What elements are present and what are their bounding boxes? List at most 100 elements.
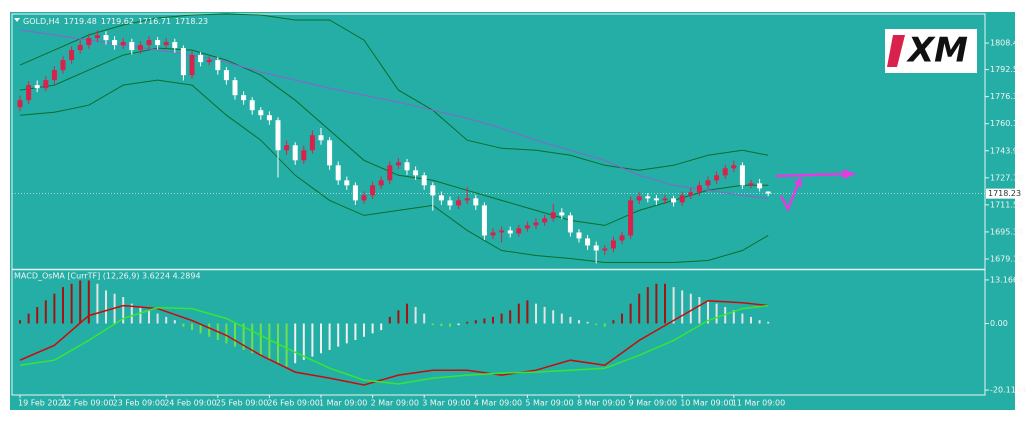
y-tick-label: 1711.50 <box>990 200 1023 209</box>
candle-body <box>51 70 57 81</box>
candle-body <box>163 42 169 46</box>
indicator-title: MACD_OsMA [CurrTF] (12,26,9) 3.6224 4.28… <box>14 272 201 281</box>
candle-body <box>60 60 66 71</box>
histogram-bar <box>122 297 125 324</box>
histogram-bar <box>655 283 658 324</box>
candle-body <box>550 212 556 219</box>
candle-body <box>499 230 505 233</box>
histogram-bar <box>758 320 761 324</box>
candle-body <box>748 183 754 186</box>
x-tick-label: 22 Feb 09:00 <box>61 399 113 408</box>
y-tick-label: 1808.40 <box>990 39 1023 48</box>
candle-body <box>69 50 75 61</box>
x-tick-label: 25 Feb 09:00 <box>216 399 268 408</box>
candle-body <box>180 48 186 76</box>
candle-body <box>43 80 49 89</box>
histogram-bar <box>105 290 107 324</box>
x-tick-label: 24 Feb 09:00 <box>164 399 216 408</box>
logo-accent <box>887 35 905 67</box>
indicator-line <box>19 299 769 386</box>
overlay-line <box>19 47 769 226</box>
histogram-bar <box>79 280 82 324</box>
candle-body <box>696 185 702 193</box>
candle-body <box>301 150 307 161</box>
overlay-line <box>19 79 769 263</box>
candle-body <box>86 38 92 46</box>
header-value: 1716.71 <box>138 17 171 26</box>
candle-body <box>619 235 625 241</box>
histogram-bar <box>294 323 297 364</box>
histogram-bar <box>767 321 770 324</box>
candle-body <box>421 175 427 186</box>
histogram-bar <box>638 293 641 324</box>
candle-body <box>542 218 548 223</box>
candle-body <box>533 222 539 226</box>
histogram-bar <box>578 320 580 324</box>
candle-body <box>172 42 178 49</box>
histogram-bar <box>681 290 684 324</box>
candle-body <box>223 70 229 81</box>
histogram-bar <box>354 323 357 341</box>
candle-body <box>344 180 350 186</box>
candle-body <box>327 140 333 166</box>
y-tick-label: 1760.10 <box>990 119 1023 128</box>
histogram-bar <box>62 287 64 324</box>
candle-body <box>413 170 419 176</box>
candle-body <box>77 45 83 51</box>
histogram-bar <box>664 283 666 324</box>
candle-body <box>198 55 204 63</box>
candle-body <box>103 35 109 41</box>
candle-body <box>628 200 634 236</box>
candle-body <box>370 185 376 196</box>
histogram-bar <box>535 303 537 324</box>
histogram-bar <box>715 303 718 324</box>
candle-body <box>112 40 118 46</box>
x-tick-label: 9 Mar 09:00 <box>629 399 677 408</box>
histogram-bar <box>96 283 99 324</box>
candle-body <box>645 196 651 199</box>
overlay-line <box>19 29 769 199</box>
histogram-bar <box>328 323 331 350</box>
candle-body <box>636 196 642 201</box>
histogram-bar <box>569 316 572 324</box>
candle-body <box>447 200 453 206</box>
histogram-bar <box>431 323 434 326</box>
candle-body <box>481 205 487 236</box>
y-tick-label: 1727.70 <box>990 173 1023 182</box>
forecast-arrow <box>775 172 846 178</box>
candle-body <box>567 215 573 233</box>
histogram-bar <box>173 320 176 324</box>
histogram-bar <box>36 306 39 324</box>
histogram-bar <box>741 313 744 324</box>
histogram-bar <box>629 303 632 324</box>
histogram-bar <box>689 293 692 324</box>
candle-body <box>155 40 161 46</box>
histogram-bar <box>732 310 735 324</box>
candle-body <box>679 195 685 203</box>
candle-body <box>430 185 436 196</box>
candle-body <box>757 183 763 189</box>
candle-body <box>249 100 255 111</box>
candle-body <box>731 165 737 169</box>
y-tick-label: 1776.30 <box>990 92 1023 101</box>
histogram-bar <box>457 323 460 326</box>
histogram-bar <box>191 323 193 331</box>
histogram-bar <box>397 310 400 324</box>
candle-body <box>318 135 324 141</box>
histogram-bar <box>251 323 254 354</box>
histogram-bar <box>483 318 486 324</box>
candle-body <box>610 240 616 249</box>
histogram-bar <box>560 313 563 324</box>
histogram-bar <box>302 323 305 360</box>
histogram-bar <box>586 321 589 324</box>
histogram-bar <box>156 313 159 324</box>
marks: 1808.40 1792.50 1776.30 1760.10 1743.90 1727.… <box>12 13 1026 408</box>
y2-tick-label: 13.1664 <box>990 275 1023 284</box>
candle-body <box>232 80 238 96</box>
x-tick-label: 1 Mar 09:00 <box>319 399 367 408</box>
y-tick-label: 1792.50 <box>990 65 1023 74</box>
histogram-bar <box>707 300 709 324</box>
candle-body <box>129 42 135 51</box>
